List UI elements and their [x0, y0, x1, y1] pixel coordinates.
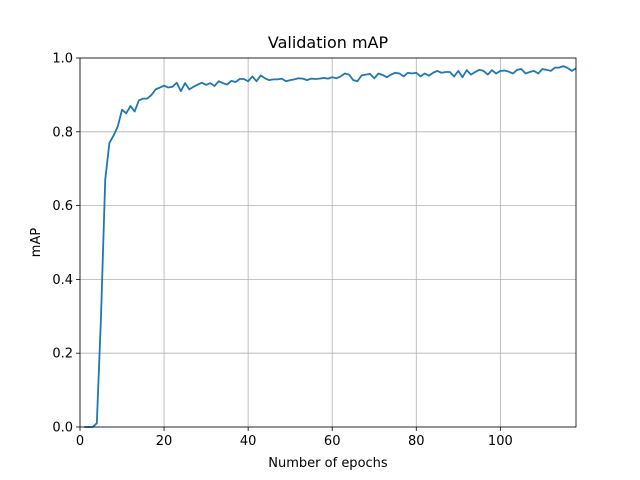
x-tick-label: 40 [240, 434, 257, 449]
axis-ticks: 0 20 40 60 80 100 0.0 0.2 0.4 0.6 0.8 1.0 [52, 52, 512, 450]
y-tick-label: 0.6 [52, 199, 73, 214]
y-tick-label: 0.8 [52, 125, 73, 140]
series-line [84, 65, 577, 428]
chart-title: Validation mAP [268, 33, 389, 52]
x-tick-label: 80 [408, 434, 425, 449]
x-tick-label: 100 [488, 434, 513, 449]
plot-frame [79, 57, 577, 428]
y-tick-label: 0.4 [52, 273, 73, 288]
x-axis-label: Number of epochs [268, 456, 388, 471]
x-tick-label: 20 [156, 434, 173, 449]
series-layer [84, 65, 577, 428]
grid-lines [79, 57, 576, 428]
y-tick-label: 0.2 [52, 347, 73, 362]
x-tick-label: 60 [324, 434, 341, 449]
y-tick-label: 1.0 [52, 52, 73, 67]
x-tick-label: 0 [76, 434, 84, 449]
y-tick-label: 0.0 [52, 421, 73, 436]
y-axis-label: mAP [29, 228, 44, 258]
